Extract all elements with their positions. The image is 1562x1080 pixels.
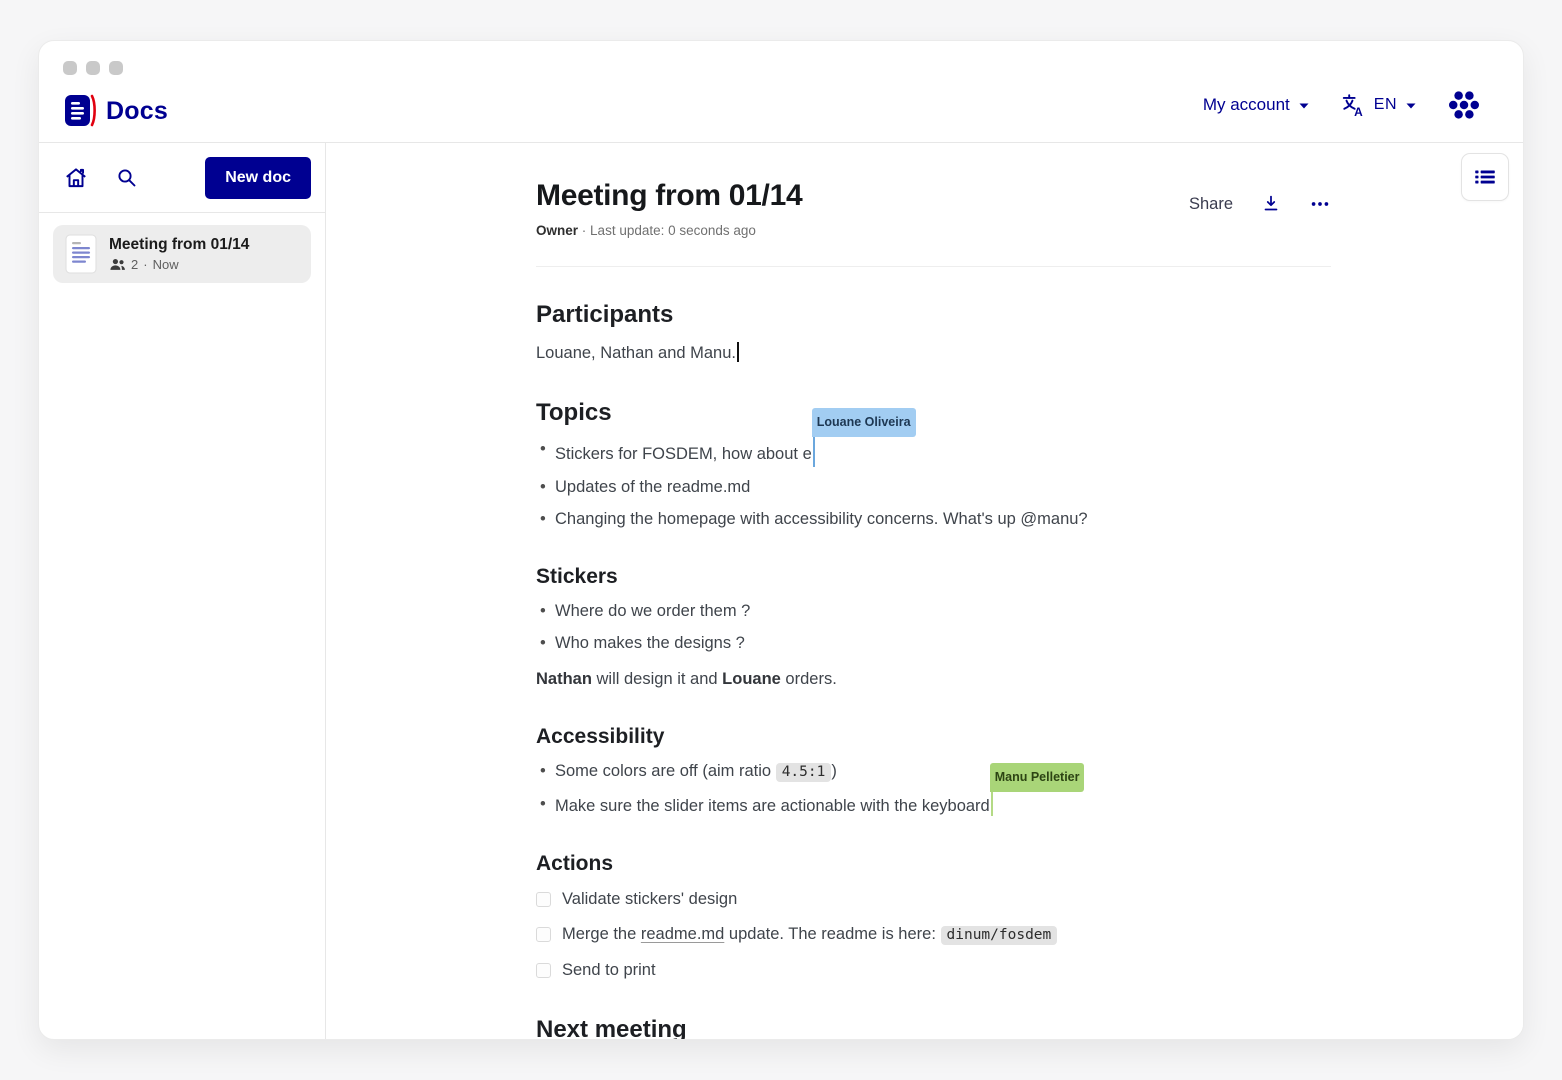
text-caret xyxy=(737,342,739,362)
sidebar: New doc Meeting xyxy=(39,143,326,1039)
header-divider xyxy=(536,266,1331,267)
stickers-list: Where do we order them ? Who makes the d… xyxy=(536,599,1331,655)
collab-cursor-label: Manu Pelletier xyxy=(989,763,1085,792)
chevron-down-icon xyxy=(1299,103,1309,109)
app-title: Docs xyxy=(106,96,168,125)
window-controls xyxy=(63,61,123,75)
task-checkbox[interactable] xyxy=(536,927,551,942)
my-account-label: My account xyxy=(1202,95,1290,114)
docs-logo-icon xyxy=(63,92,97,130)
list-item: Changing the homepage with accessibility… xyxy=(536,507,1331,531)
window-dot-icon[interactable] xyxy=(63,61,77,75)
share-button[interactable]: Share xyxy=(1188,194,1233,213)
members-count: 2 xyxy=(131,257,139,272)
task-item: Validate stickers' design xyxy=(536,887,1331,911)
collab-cursor-louane: Louane Oliveira xyxy=(811,408,916,467)
task-item: Merge the readme.md update. The readme i… xyxy=(536,922,1331,947)
table-of-contents-button[interactable] xyxy=(1461,153,1509,201)
meta-separator: · xyxy=(143,257,148,272)
docs-logo[interactable]: Docs xyxy=(63,92,168,130)
section-heading-participants: Participants xyxy=(536,301,674,328)
editor-pane: Meeting from 01/14 Owner · Last update: … xyxy=(326,143,1523,1040)
new-doc-button[interactable]: New doc xyxy=(205,156,311,199)
list-item: Who makes the designs ? xyxy=(536,631,1331,655)
la-suite-apps-button[interactable] xyxy=(1447,88,1481,122)
svg-text:A: A xyxy=(1354,105,1363,118)
translate-icon: A xyxy=(1340,92,1366,118)
task-checkbox[interactable] xyxy=(536,962,551,978)
list-icon xyxy=(1472,164,1498,190)
home-button[interactable] xyxy=(63,165,89,191)
download-button[interactable] xyxy=(1260,193,1282,215)
window-dot-icon[interactable] xyxy=(86,61,100,75)
inline-code: 4.5:1 xyxy=(775,763,832,782)
document-list-item[interactable]: Meeting from 01/14 2 xyxy=(53,225,311,283)
app-header: Docs My account A EN xyxy=(39,41,1523,143)
participants-text: Louane, Nathan and Manu. xyxy=(536,341,1331,365)
my-account-menu[interactable]: My account xyxy=(1203,95,1310,115)
task-checkbox[interactable] xyxy=(536,891,551,907)
list-item: Updates of the readme.md xyxy=(536,475,1331,499)
stickers-note: Nathan will design it and Louane orders. xyxy=(536,670,837,688)
list-item: Make sure the slider items are actionabl… xyxy=(536,763,1331,818)
home-icon xyxy=(63,165,89,191)
task-item: Send to print xyxy=(536,958,1331,982)
document-file-icon xyxy=(65,234,97,274)
more-options-button[interactable] xyxy=(1309,193,1331,215)
updated-time: Now xyxy=(152,257,179,272)
document-title: Meeting from 01/14 xyxy=(109,236,250,253)
document-header: Meeting from 01/14 Owner · Last update: … xyxy=(536,179,1331,238)
accessibility-list: Some colors are off (aim ratio 4.5:1) Ma… xyxy=(536,759,1331,818)
inline-code: dinum/fosdem xyxy=(940,926,1058,945)
readme-link[interactable]: readme.md xyxy=(640,925,725,943)
page-title: Meeting from 01/14 xyxy=(536,179,803,212)
header-actions: My account A EN xyxy=(1203,88,1481,122)
members-icon xyxy=(109,257,126,272)
search-icon xyxy=(115,166,139,190)
document-editor: Meeting from 01/14 Owner · Last update: … xyxy=(536,143,1331,1040)
collab-cursor-manu: Manu Pelletier xyxy=(989,763,1085,816)
last-update: Last update: 0 seconds ago xyxy=(590,223,756,238)
list-item: Where do we order them ? xyxy=(536,599,1331,623)
owner-badge: Owner xyxy=(536,223,579,238)
document-info: Owner · Last update: 0 seconds ago xyxy=(536,223,756,238)
search-button[interactable] xyxy=(115,166,139,190)
app-window: Docs My account A EN xyxy=(38,40,1524,1040)
ellipsis-icon xyxy=(1309,193,1331,215)
window-dot-icon[interactable] xyxy=(109,61,123,75)
language-label: EN xyxy=(1373,96,1397,113)
download-icon xyxy=(1260,193,1282,215)
document-list: Meeting from 01/14 2 xyxy=(39,213,325,295)
section-heading-actions: Actions xyxy=(536,852,614,875)
language-selector[interactable]: A EN xyxy=(1340,92,1417,118)
chevron-down-icon xyxy=(1406,103,1416,109)
document-meta: 2 · Now xyxy=(109,257,249,272)
document-actions: Share xyxy=(1189,193,1331,215)
section-heading-topics: Topics xyxy=(536,399,612,426)
section-heading-accessibility: Accessibility xyxy=(536,725,665,748)
apps-grid-icon xyxy=(1447,88,1481,122)
sidebar-toolbar: New doc xyxy=(39,143,325,213)
section-heading-next-meeting: Next meeting xyxy=(536,1016,687,1040)
list-item: Some colors are off (aim ratio 4.5:1) xyxy=(536,759,1331,784)
section-heading-stickers: Stickers xyxy=(536,565,618,588)
collab-cursor-label: Louane Oliveira xyxy=(811,408,916,437)
